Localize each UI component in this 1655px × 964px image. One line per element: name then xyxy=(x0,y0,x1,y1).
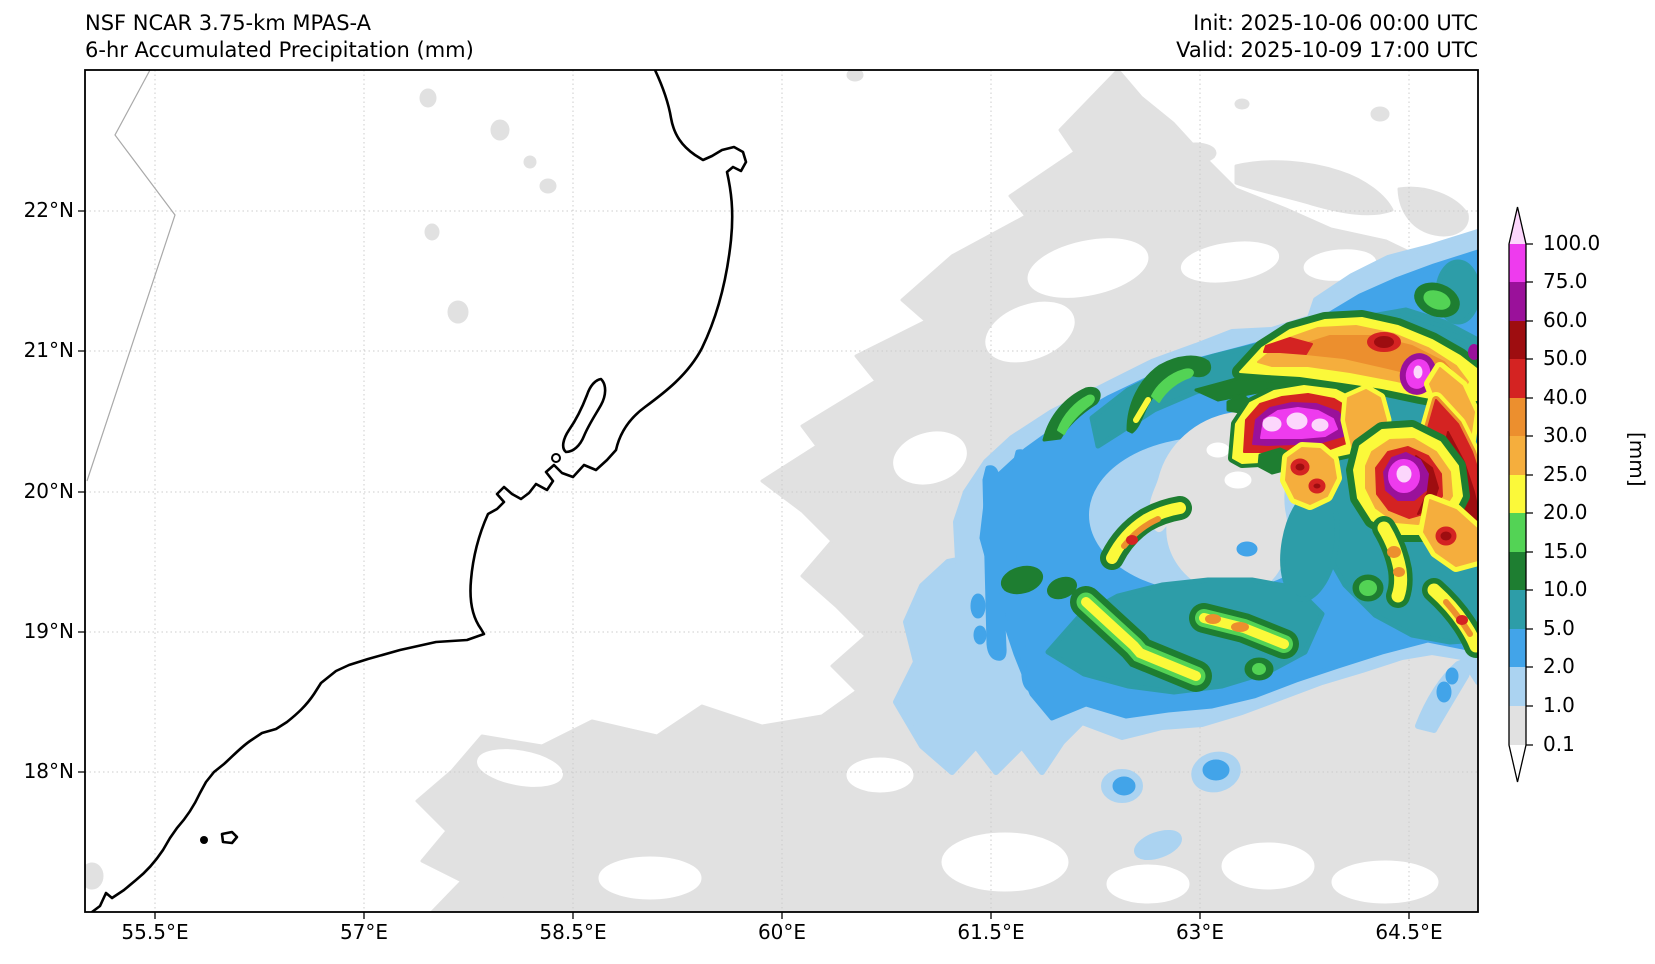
east-core-complex xyxy=(1346,420,1478,572)
y-tick-21N: 21°N xyxy=(23,338,74,362)
x-tick-61p5E: 61.5°E xyxy=(957,920,1025,944)
colorbar-over-arrow xyxy=(1509,207,1526,244)
title-model-line: NSF NCAR 3.75-km MPAS-A xyxy=(85,11,372,35)
cbar-tick-50: 50.0 xyxy=(1543,346,1588,370)
strip1-yellow-core xyxy=(1081,597,1201,681)
x-tick-63E: 63°E xyxy=(1175,920,1225,944)
cbar-tick-1: 1.0 xyxy=(1543,693,1575,717)
cbar-tick-20: 20.0 xyxy=(1543,500,1588,524)
cbar-tick-2: 2.0 xyxy=(1543,654,1575,678)
cbar-tick-100: 100.0 xyxy=(1543,231,1601,255)
cbar-tick-0p1: 0.1 xyxy=(1543,732,1575,756)
x-tick-58p5E: 58.5°E xyxy=(539,920,607,944)
y-tick-20N: 20°N xyxy=(23,479,74,503)
inner-hook-band xyxy=(1100,496,1192,570)
colorbar-units-label: [mm] xyxy=(1625,432,1649,487)
colorbar-ticks xyxy=(1526,243,1533,746)
tiny-island-outline xyxy=(220,830,239,845)
x-tick-57E: 57°E xyxy=(339,920,389,944)
colorbar-under-arrow xyxy=(1509,745,1526,782)
shield-dry-gaps xyxy=(477,238,1439,904)
y-tick-18N: 18°N xyxy=(23,759,74,783)
map-panel xyxy=(85,70,1478,912)
y-tick-19N: 19°N xyxy=(23,619,74,643)
y-tick-22N: 22°N xyxy=(23,198,74,222)
cbar-tick-25: 25.0 xyxy=(1543,462,1588,486)
tiny-island-dot xyxy=(200,836,208,844)
cbar-tick-10: 10.0 xyxy=(1543,577,1588,601)
masirah-island xyxy=(561,377,607,454)
cbar-tick-75: 75.0 xyxy=(1543,269,1588,293)
x-tick-64p5E: 64.5°E xyxy=(1375,920,1443,944)
political-boundary xyxy=(86,70,176,482)
coastline xyxy=(90,70,748,912)
cbar-tick-40: 40.0 xyxy=(1543,385,1588,409)
southern-band-strips xyxy=(1000,565,1299,692)
colorbar xyxy=(1508,206,1533,783)
southeast-yellow-bands xyxy=(1352,516,1478,658)
cbar-tick-15: 15.0 xyxy=(1543,539,1588,563)
cbar-tick-5: 5.0 xyxy=(1543,616,1575,640)
cbar-tick-30: 30.0 xyxy=(1543,423,1588,447)
eye-center-spot xyxy=(1224,471,1252,489)
axis-ticks xyxy=(78,210,1410,919)
small-islet xyxy=(551,453,561,463)
init-time-label: Init: 2025-10-06 00:00 UTC xyxy=(1193,11,1478,35)
cyclone-eye xyxy=(1089,411,1331,595)
x-tick-55p5E: 55.5°E xyxy=(121,920,189,944)
coastline-group xyxy=(90,70,748,912)
title-product-line: 6-hr Accumulated Precipitation (mm) xyxy=(85,38,474,62)
northeast-band xyxy=(1232,310,1478,446)
x-tick-60E: 60°E xyxy=(757,920,807,944)
cbar-tick-60: 60.0 xyxy=(1543,308,1588,332)
valid-time-label: Valid: 2025-10-09 17:00 UTC xyxy=(1176,38,1478,62)
